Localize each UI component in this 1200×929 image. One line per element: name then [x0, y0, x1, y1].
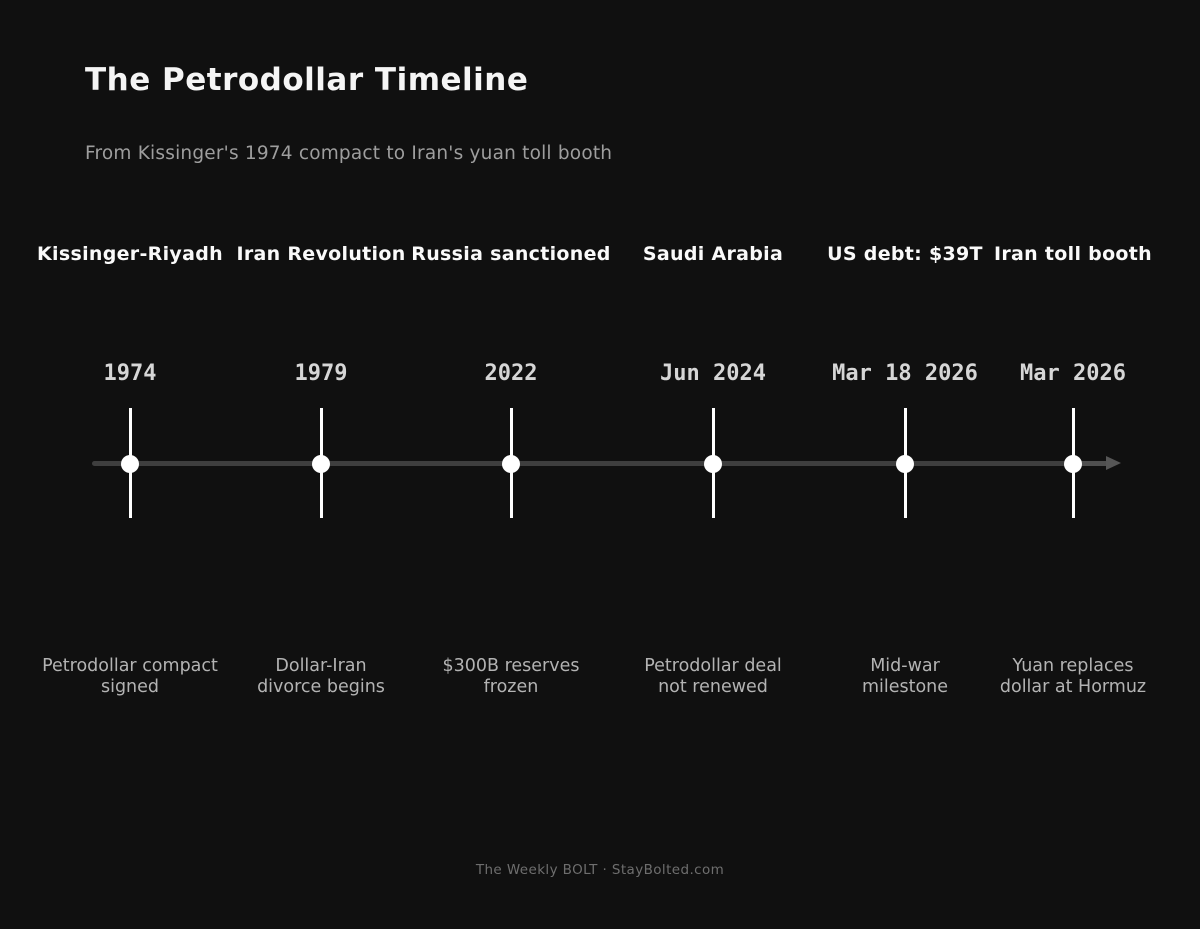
- page-subtitle: From Kissinger's 1974 compact to Iran's …: [85, 143, 613, 164]
- timeline-event-us-debt: US debt: $39T Mar 18 2026 Mid-war milest…: [795, 0, 1015, 929]
- event-description-line: divorce begins: [257, 676, 385, 697]
- event-description: $300B reserves frozen: [401, 656, 621, 697]
- event-date: Mar 2026: [1020, 361, 1126, 386]
- event-node-dot: [312, 455, 330, 473]
- event-date: 1974: [103, 361, 157, 386]
- page-title: The Petrodollar Timeline: [85, 62, 529, 98]
- event-title: Saudi Arabia: [642, 243, 784, 265]
- event-description-line: milestone: [861, 676, 949, 697]
- event-node-dot: [121, 455, 139, 473]
- event-node-dot: [896, 455, 914, 473]
- event-node-dot: [1064, 455, 1082, 473]
- timeline-axis-end-segment: [1078, 461, 1108, 466]
- event-node-dot: [704, 455, 722, 473]
- event-description-line: dollar at Hormuz: [999, 676, 1147, 697]
- event-description-line: Yuan replaces: [1012, 656, 1134, 676]
- timeline-axis-line: [92, 461, 1106, 466]
- event-date: Jun 2024: [660, 361, 766, 386]
- event-date: 2022: [484, 361, 538, 386]
- event-description-line: Petrodollar compact: [42, 656, 218, 676]
- timeline-event-saudi-arabia: Saudi Arabia Jun 2024 Petrodollar deal n…: [603, 0, 823, 929]
- event-title: Russia sanctioned: [411, 243, 611, 265]
- arrow-right-icon: [1106, 456, 1121, 470]
- event-description-line: Dollar-Iran: [275, 656, 367, 676]
- event-node-dot: [502, 455, 520, 473]
- event-description-line: Petrodollar deal: [644, 656, 782, 676]
- timeline-event-kissinger-riyadh: Kissinger-Riyadh 1974 Petrodollar compac…: [20, 0, 240, 929]
- event-description: Mid-war milestone: [795, 656, 1015, 697]
- footer-text: The Weekly BOLT · StayBolted.com: [475, 862, 725, 878]
- event-description: Yuan replaces dollar at Hormuz: [963, 656, 1183, 697]
- event-description-line: Mid-war: [870, 656, 940, 676]
- event-description-line: signed: [100, 676, 160, 697]
- event-date: Mar 18 2026: [832, 361, 978, 386]
- event-title: Kissinger-Riyadh: [37, 243, 223, 265]
- timeline-event-russia-sanctioned: Russia sanctioned 2022 $300B reserves fr…: [401, 0, 621, 929]
- timeline-event-iran-toll-booth: Iran toll booth Mar 2026 Yuan replaces d…: [963, 0, 1183, 929]
- event-description: Petrodollar compact signed: [20, 656, 240, 697]
- event-description-line: $300B reserves: [442, 656, 580, 676]
- event-title: US debt: $39T: [827, 243, 983, 265]
- event-description-line: frozen: [483, 676, 539, 697]
- timeline-event-iran-revolution: Iran Revolution 1979 Dollar-Iran divorce…: [211, 0, 431, 929]
- event-title: Iran toll booth: [994, 243, 1152, 265]
- event-title: Iran Revolution: [236, 243, 406, 265]
- event-description: Dollar-Iran divorce begins: [211, 656, 431, 697]
- event-date: 1979: [294, 361, 348, 386]
- event-description: Petrodollar deal not renewed: [603, 656, 823, 697]
- event-description-line: not renewed: [658, 676, 768, 697]
